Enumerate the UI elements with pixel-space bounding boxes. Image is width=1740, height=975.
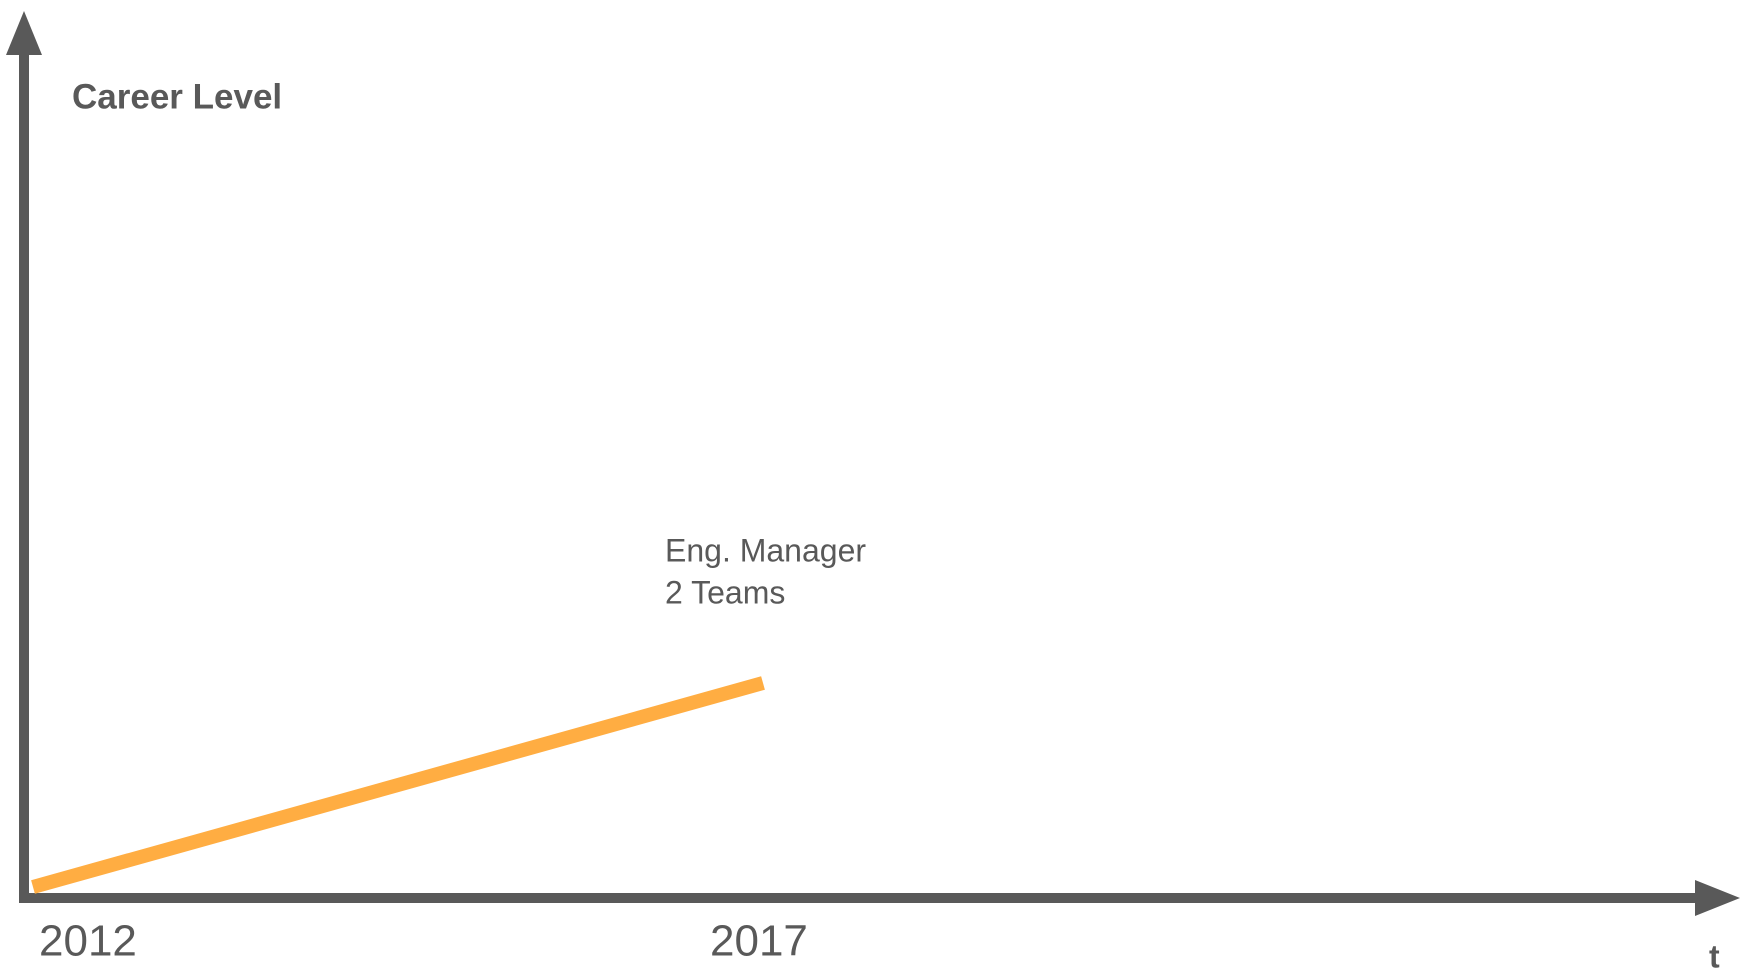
y-axis-arrow bbox=[6, 11, 42, 55]
annotation-line: Eng. Manager bbox=[665, 532, 866, 568]
x-label: 2017 bbox=[710, 917, 808, 966]
career-line bbox=[31, 676, 765, 894]
y-axis-label: Career Level bbox=[72, 77, 282, 116]
annotation-line: 2 Teams bbox=[665, 574, 785, 610]
x-axis-label: t bbox=[1709, 938, 1720, 974]
x-label: 2012 bbox=[39, 917, 137, 966]
x-axis-arrow bbox=[1695, 880, 1740, 916]
